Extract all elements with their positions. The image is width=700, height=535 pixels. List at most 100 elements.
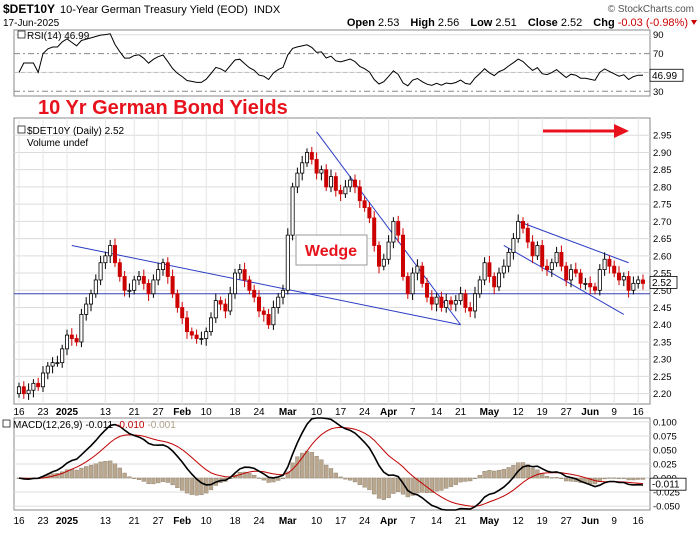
candle-body — [535, 245, 540, 257]
candle — [295, 167, 300, 194]
macd-histogram-bar — [420, 477, 425, 493]
x-tick-label: 14 — [431, 516, 443, 527]
candle — [151, 274, 156, 298]
macd-label: MACD(12,26,9) -0.011 -0.010 -0.001 — [13, 420, 176, 431]
candle-body — [472, 293, 477, 312]
candle — [545, 259, 550, 276]
x-tick-label: 12 — [513, 407, 525, 418]
candle — [242, 262, 247, 288]
macd-histogram-bar — [309, 452, 314, 479]
candle — [482, 257, 487, 286]
brand-label: © StockCharts.com — [608, 4, 694, 15]
macd-histogram-bar — [122, 472, 127, 479]
candle — [41, 366, 46, 392]
candle — [593, 282, 598, 295]
candle-body — [271, 307, 276, 326]
candle — [597, 264, 602, 296]
macd-histogram-bar — [98, 461, 103, 479]
open-label: Open — [347, 17, 375, 29]
macd-histogram-bar — [165, 477, 170, 483]
macd-histogram-bar — [640, 477, 646, 480]
macd-histogram-bar — [304, 450, 310, 479]
candle — [300, 155, 305, 181]
candle — [429, 290, 434, 311]
candle — [31, 379, 36, 398]
price-tick-label: 2.20 — [653, 389, 672, 400]
price-tick-label: 2.25 — [653, 372, 672, 383]
candle — [444, 293, 449, 313]
candle-body — [372, 217, 377, 246]
candle — [415, 259, 420, 281]
candle-body — [175, 293, 180, 308]
candle-body — [41, 372, 46, 388]
candle — [228, 286, 233, 316]
macd-histogram-bar — [626, 477, 631, 481]
price-tick-label: 2.90 — [653, 148, 672, 159]
candle-body — [583, 282, 588, 285]
macd-histogram-bar — [554, 477, 559, 479]
candle-body — [65, 334, 70, 350]
candle — [612, 260, 617, 278]
macd-histogram-bar — [530, 467, 535, 479]
candle-body — [208, 317, 213, 333]
macd-histogram-bar — [132, 477, 137, 479]
candle-body — [381, 258, 386, 267]
macd-legend: MACD(12,26,9) -0.011 -0.010 -0.001 — [2, 419, 176, 431]
x-tick-label: 24 — [359, 407, 371, 418]
candle — [324, 164, 329, 192]
candle — [352, 174, 357, 194]
macd-last-value-tag: -0.011 — [649, 477, 687, 491]
macd-histogram-bar — [343, 477, 348, 480]
candle — [492, 272, 497, 295]
macd-histogram-bar — [429, 477, 434, 493]
x-tick-label: May — [480, 407, 500, 418]
candle — [141, 269, 146, 290]
x-tick-label: 23 — [37, 407, 49, 418]
macd-histogram-bar — [472, 477, 478, 479]
macd-tick-label: 0.025 — [653, 460, 677, 471]
x-tick-label: 17 — [335, 516, 347, 527]
macd-histogram-bar — [79, 467, 84, 479]
candle-body — [256, 296, 261, 312]
chg-value: -0.03 (-0.98%) — [618, 17, 688, 29]
x-tick-label: 9 — [611, 407, 617, 418]
candle-body — [103, 255, 108, 264]
candle — [487, 255, 492, 283]
x-tick-label: 19 — [537, 516, 549, 527]
x-tick-label: 21 — [455, 516, 467, 527]
macd-histogram-bar — [170, 477, 175, 486]
candle-body — [400, 234, 405, 277]
candle — [189, 327, 194, 340]
macd-histogram-bar — [261, 477, 266, 481]
candle-body — [636, 279, 641, 284]
candle-body — [617, 272, 622, 281]
candle — [468, 302, 473, 318]
macd-tick-label: 0.050 — [653, 445, 677, 456]
price-last-value: 2.52 — [652, 278, 672, 289]
rsi-tick-label: 90 — [653, 30, 664, 41]
candle-body — [593, 286, 598, 291]
candle-body — [290, 186, 295, 236]
candle-body — [501, 265, 506, 274]
macd-histogram-bar — [602, 477, 607, 480]
candle — [36, 377, 41, 391]
macd-histogram-bar — [242, 471, 247, 479]
candle-body — [160, 262, 165, 271]
wedge-label: Wedge — [305, 243, 357, 260]
macd-histogram-bar — [285, 471, 290, 479]
exchange-label: INDX — [254, 4, 281, 16]
candle-body — [376, 245, 381, 267]
candle — [98, 255, 103, 286]
macd-histogram-bar — [386, 477, 391, 498]
price-tick-label: 2.55 — [653, 269, 672, 280]
macd-signal-value: -0.010 — [116, 420, 145, 431]
annotation-arrow — [543, 124, 629, 138]
x-tick-label: Apr — [380, 516, 397, 527]
candle-body — [295, 172, 300, 188]
price-tick-label: 2.45 — [653, 303, 672, 314]
macd-histogram-bar — [314, 455, 319, 479]
close-value: 2.52 — [561, 17, 582, 29]
macd-histogram-bar — [549, 477, 554, 479]
chart-symbol: $DET10Y — [3, 2, 55, 16]
macd-histogram-bar — [252, 474, 257, 479]
